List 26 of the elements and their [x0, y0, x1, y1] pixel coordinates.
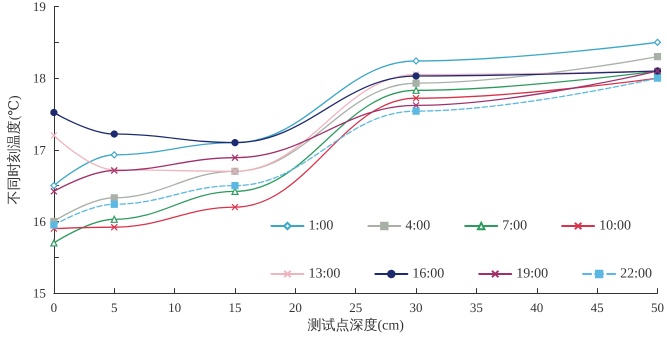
x-tick-label: 45 — [590, 300, 604, 316]
x-tick-label: 0 — [50, 300, 58, 316]
x-tick-label: 20 — [288, 300, 302, 316]
x-tick-label: 35 — [470, 300, 483, 316]
legend-label: 19:00 — [516, 266, 548, 282]
y-tick-label: 18 — [32, 70, 46, 86]
x-tick-label: 5 — [111, 300, 118, 316]
legend-label: 1:00 — [308, 218, 334, 234]
legend-label: 7:00 — [502, 218, 528, 234]
legend-label: 16:00 — [412, 266, 444, 282]
legend-label: 13:00 — [308, 266, 340, 282]
x-tick-label: 10 — [168, 300, 182, 316]
legend-label: 10:00 — [599, 218, 631, 234]
x-tick-label: 40 — [530, 300, 544, 316]
x-tick-label: 15 — [228, 300, 242, 316]
y-tick-label: 16 — [32, 214, 46, 229]
x-tick-label: 50 — [651, 300, 664, 316]
legend-label: 4:00 — [405, 218, 430, 234]
y-tick-label: 17 — [32, 142, 46, 158]
y-tick-label: 15 — [32, 286, 46, 301]
x-tick-label: 25 — [349, 300, 362, 316]
legend-label: 22:00 — [620, 266, 652, 282]
y-axis-title: 不同时刻温度(℃) — [6, 94, 22, 204]
x-tick-label: 30 — [410, 300, 423, 316]
x-axis-title: 测试点深度(cm) — [307, 318, 404, 334]
y-tick-label: 19 — [32, 0, 46, 14]
